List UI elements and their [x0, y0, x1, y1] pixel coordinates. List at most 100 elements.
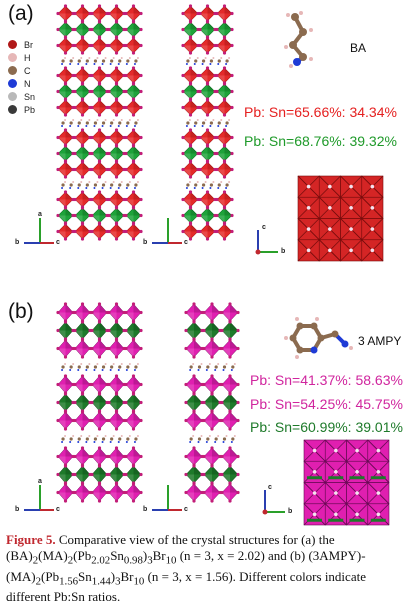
lattice-atom — [328, 227, 332, 231]
octahedron — [56, 302, 75, 323]
lattice-atom — [376, 448, 381, 453]
hydrogen-atom — [233, 435, 236, 437]
octahedron — [73, 190, 92, 209]
octahedron — [107, 98, 126, 117]
hydrogen-atom — [128, 181, 131, 183]
organic-atom — [201, 121, 206, 125]
nitrogen-atom — [230, 441, 233, 443]
crystal-top-view-a — [297, 175, 384, 262]
nitrogen-atom — [193, 63, 196, 65]
hydrogen-atom — [188, 119, 191, 121]
octahedron — [215, 66, 234, 85]
hydrogen-atom — [88, 57, 91, 59]
octahedron — [198, 190, 217, 209]
organic-atom — [209, 59, 214, 63]
octahedron — [181, 66, 200, 85]
nitrogen-atom — [61, 187, 64, 189]
octahedron — [73, 464, 92, 485]
octahedron — [56, 82, 75, 101]
octahedron — [107, 190, 126, 209]
lattice-atom — [306, 227, 311, 231]
organic-atom — [126, 121, 130, 125]
hydrogen-atom — [112, 119, 115, 121]
nitrogen-atom — [209, 125, 212, 127]
hydrogen-atom — [233, 363, 236, 365]
octahedron — [107, 206, 126, 225]
octahedron — [90, 338, 109, 359]
organic-atom — [189, 437, 193, 441]
octahedron — [124, 190, 143, 209]
axis-label-a1-up: a — [38, 211, 42, 218]
organic-atom — [77, 437, 81, 441]
octahedron — [73, 82, 92, 101]
hydrogen-atom — [104, 57, 107, 59]
octahedron — [124, 36, 143, 55]
nitrogen-atom — [85, 441, 88, 443]
octahedron — [107, 66, 126, 85]
octahedron — [124, 338, 143, 359]
hydrogen-atom — [120, 57, 123, 59]
hydrogen-atom — [112, 435, 115, 437]
hydrogen-atom — [120, 181, 123, 183]
nitrogen-atom — [109, 125, 112, 127]
nitrogen-atom — [117, 187, 120, 189]
axis-triad-b-2 — [152, 485, 182, 511]
organic-atom — [197, 437, 202, 441]
hydrogen-atom — [220, 119, 223, 121]
nitrogen-atom — [133, 63, 136, 65]
octahedron — [56, 20, 75, 39]
lattice-atom — [334, 512, 338, 517]
octahedron — [215, 222, 234, 241]
nitrogen-atom — [69, 187, 72, 189]
ratio-text-b-1: Pb: Sn=41.37%: 58.63% — [250, 372, 403, 388]
nitrogen-atom — [85, 187, 88, 189]
octahedron — [107, 464, 126, 485]
hydrogen-atom — [217, 363, 220, 365]
nitrogen-atom — [101, 369, 104, 371]
molecule-label-3ampy: 3 AMPY — [358, 334, 402, 348]
octahedron — [220, 302, 240, 323]
organic-atom — [93, 365, 98, 369]
octahedron — [198, 160, 217, 179]
octahedron — [220, 464, 240, 485]
octahedron — [90, 482, 109, 503]
lattice-stripe — [370, 476, 386, 480]
crystal-structure-a-view-2 — [181, 4, 234, 241]
organic-atom — [126, 437, 130, 441]
nitrogen-atom — [201, 63, 204, 65]
nitrogen-atom — [133, 369, 136, 371]
octahedron — [56, 446, 75, 467]
organic-atom — [69, 121, 73, 125]
hydrogen-atom — [220, 57, 223, 59]
nitrogen-atom — [101, 187, 104, 189]
axis-label-b1-left: b — [15, 506, 20, 513]
organic-atom — [118, 183, 122, 187]
nitrogen-atom — [201, 187, 204, 189]
lattice-atom — [328, 184, 332, 189]
lattice-atom — [312, 512, 317, 517]
octahedron — [181, 160, 200, 179]
octahedron — [73, 482, 92, 503]
hydrogen-atom — [64, 57, 67, 59]
lattice-atom — [334, 448, 338, 453]
organic-atom — [126, 365, 130, 369]
hydrogen-atom — [88, 363, 91, 365]
octahedron — [107, 4, 126, 23]
legend-item-br: Br — [8, 38, 35, 51]
axis-label-b2-left: b — [143, 506, 148, 513]
octahedron — [202, 482, 222, 503]
organic-atom — [110, 59, 114, 63]
lattice-stripe — [307, 518, 322, 522]
nitrogen-atom — [85, 369, 88, 371]
organic-atom — [206, 365, 210, 369]
hydrogen-atom — [228, 119, 231, 121]
element-legend: Br H C N Sn Pb — [8, 38, 35, 116]
nitrogen-atom — [189, 369, 192, 371]
octahedron — [181, 190, 200, 209]
organic-atom — [214, 437, 218, 441]
panel-b: (b) 3 AMPY Pb: Sn=41.37%: 58.63% Pb: Sn=… — [0, 300, 412, 526]
hydrogen-atom — [88, 181, 91, 183]
hydrogen-atom — [64, 435, 67, 437]
octahedron — [124, 20, 143, 39]
lattice-atom — [370, 206, 375, 210]
